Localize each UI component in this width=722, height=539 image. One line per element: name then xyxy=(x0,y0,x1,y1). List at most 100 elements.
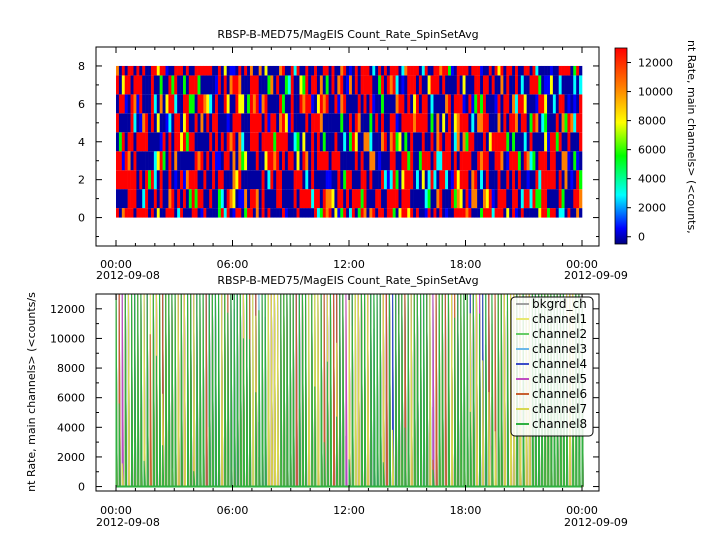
heatmap-cell xyxy=(515,113,519,133)
heatmap-cell xyxy=(334,75,338,95)
heatmap-cell xyxy=(311,132,315,152)
heatmap-cell xyxy=(389,189,393,209)
heatmap-cell xyxy=(465,208,469,218)
heatmap-cell xyxy=(308,75,312,95)
heatmap-cell xyxy=(383,94,388,114)
heatmap-cell xyxy=(468,94,472,114)
heatmap-cell xyxy=(188,132,193,152)
heatmap-cell xyxy=(118,75,123,95)
heatmap-cell xyxy=(305,151,309,171)
heatmap-cell xyxy=(538,113,542,133)
heatmap-cell xyxy=(136,75,140,95)
heatmap-cell xyxy=(535,189,539,209)
heatmap-cell xyxy=(334,189,338,209)
heatmap-cell xyxy=(375,113,379,133)
heatmap-cell xyxy=(148,170,152,190)
heatmap-cell xyxy=(415,113,420,133)
heatmap-cell xyxy=(299,65,303,76)
heatmap-cell xyxy=(526,65,530,76)
heatmap-cell xyxy=(136,113,140,133)
heatmap-cell xyxy=(360,151,364,171)
heatmap-cell xyxy=(541,94,545,114)
heatmap-cell xyxy=(529,113,533,133)
heatmap-cell xyxy=(229,132,233,152)
heatmap-cell xyxy=(421,189,426,209)
heatmap-cell xyxy=(381,132,385,152)
heatmap-cell xyxy=(497,113,501,133)
heatmap-cell xyxy=(404,94,408,114)
colorbar-tick-label: 8000 xyxy=(638,115,666,128)
heatmap-cell xyxy=(477,151,481,171)
heatmap-cell xyxy=(515,170,519,190)
heatmap-cell xyxy=(523,151,527,171)
heatmap-cell xyxy=(305,170,309,190)
heatmap-cell xyxy=(482,208,487,218)
heatmap-cell xyxy=(264,94,268,114)
heatmap-cell xyxy=(337,94,341,114)
heatmap-cell xyxy=(328,151,332,171)
legend-label: channel4 xyxy=(532,357,587,371)
heatmap-cell xyxy=(261,208,265,218)
heatmap-cell xyxy=(171,75,175,95)
heatmap-cell xyxy=(439,208,443,218)
heatmap-cell xyxy=(337,151,341,171)
heatmap-cell xyxy=(191,189,195,209)
heatmap-cell xyxy=(171,189,175,209)
heatmap-cell xyxy=(156,132,160,152)
heatmap-cell xyxy=(564,75,568,95)
heatmap-cell xyxy=(220,65,225,76)
heatmap-cell xyxy=(252,132,257,152)
heatmap-cell xyxy=(223,189,227,209)
heatmap-cell xyxy=(121,208,126,218)
x-tick-label: 00:00 xyxy=(566,258,598,271)
heatmap-cell xyxy=(570,189,574,209)
heatmap-cell xyxy=(279,94,283,114)
heatmap-cell xyxy=(150,208,155,218)
heatmap-cell xyxy=(436,113,440,133)
legend-label: channel2 xyxy=(532,327,587,341)
heatmap-cell xyxy=(372,94,376,114)
heatmap-cell xyxy=(436,132,440,152)
heatmap-cell xyxy=(480,75,484,95)
heatmap-cell xyxy=(258,208,262,218)
heatmap-cell xyxy=(334,208,338,218)
heatmap-cell xyxy=(232,94,236,114)
heatmap-cell xyxy=(398,65,402,76)
heatmap-cell xyxy=(512,132,516,152)
y-tick-label: 4 xyxy=(78,136,85,149)
heatmap-cell xyxy=(255,75,260,95)
heatmap-cell xyxy=(328,113,332,133)
heatmap-cell xyxy=(180,75,184,95)
heatmap-cell xyxy=(357,132,361,152)
heatmap-cell xyxy=(538,94,542,114)
heatmap-cell xyxy=(535,151,539,171)
heatmap-cell xyxy=(150,94,155,114)
heatmap-cell xyxy=(209,94,213,114)
heatmap-cell xyxy=(319,132,324,152)
heatmap-cell xyxy=(477,170,481,190)
heatmap-cell xyxy=(226,170,230,190)
heatmap-cell xyxy=(156,75,160,95)
heatmap-cell xyxy=(517,170,522,190)
heatmap-cell xyxy=(404,132,408,152)
heatmap-cell xyxy=(529,208,533,218)
heatmap-cell xyxy=(145,75,149,95)
heatmap-cell xyxy=(450,94,455,114)
heatmap-cell xyxy=(223,208,227,218)
heatmap-cell xyxy=(226,189,230,209)
heatmap-cell xyxy=(177,208,181,218)
heatmap-cell xyxy=(241,208,245,218)
heatmap-cell xyxy=(226,113,230,133)
heatmap-cell xyxy=(535,208,539,218)
heatmap-cell xyxy=(459,170,463,190)
heatmap-cell xyxy=(529,75,533,95)
heatmap-cell xyxy=(279,132,283,152)
heatmap-cell xyxy=(424,75,428,95)
heatmap-cell xyxy=(153,75,158,95)
top-y-axis: 0 2 4 6 8 xyxy=(78,46,599,238)
heatmap-cell xyxy=(241,189,245,209)
heatmap-cell xyxy=(249,65,254,76)
heatmap-cell xyxy=(118,65,123,76)
heatmap-cell xyxy=(349,208,353,218)
heatmap-cell xyxy=(549,189,554,209)
